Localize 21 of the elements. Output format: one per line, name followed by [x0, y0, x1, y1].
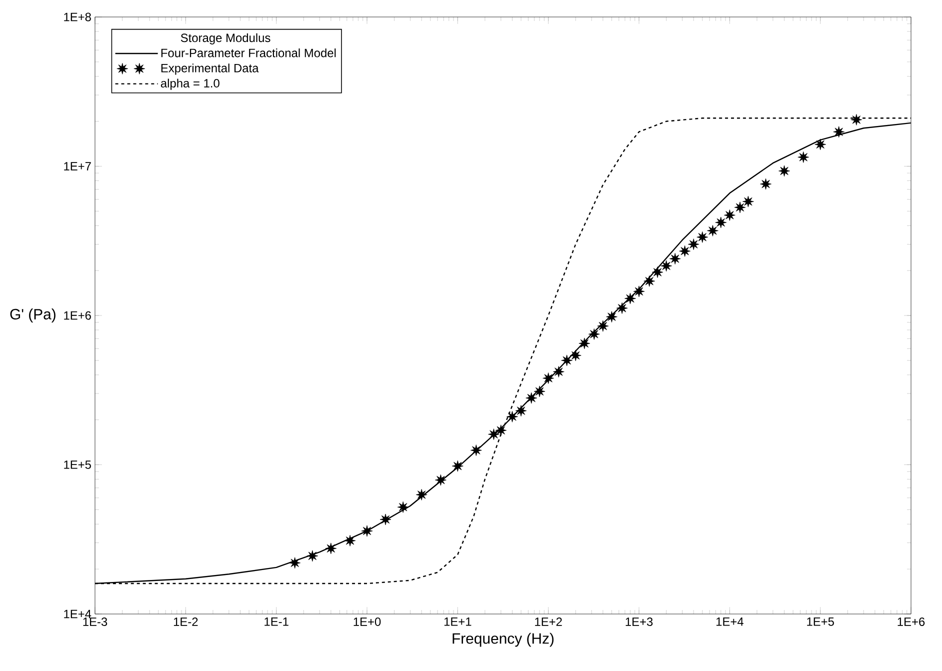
x-tick-label: 1E+6 [898, 618, 925, 626]
x-axis-title: Frequency (Hz) [452, 632, 554, 647]
y-tick-label: 1E+5 [64, 460, 91, 469]
legend-label: Experimental Data [161, 64, 259, 75]
x-tick-label: 1E-2 [174, 618, 198, 626]
y-axis-title: G' (Pa) [10, 308, 56, 322]
x-tick-label: 1E-1 [264, 618, 288, 626]
x-tick-label: 1E+1 [444, 618, 472, 626]
x-tick-label: 1E+5 [807, 618, 834, 626]
x-tick-label: 1E+0 [354, 618, 381, 626]
y-tick-label: 1E+8 [64, 12, 91, 22]
legend-title: Storage Modulus [180, 33, 270, 44]
x-tick-label: 1E+2 [535, 618, 562, 626]
y-tick-label: 1E+7 [64, 162, 91, 170]
x-tick-label: 1E-3 [83, 618, 108, 626]
x-tick-label: 1E+3 [626, 618, 653, 626]
legend-label: alpha = 1.0 [160, 78, 220, 90]
y-tick-label: 1E+6 [64, 311, 91, 320]
x-tick-label: 1E+4 [716, 618, 744, 626]
y-tick-label: 1E+4 [64, 610, 92, 618]
legend-label: Four-Parameter Fractional Model [161, 48, 336, 58]
